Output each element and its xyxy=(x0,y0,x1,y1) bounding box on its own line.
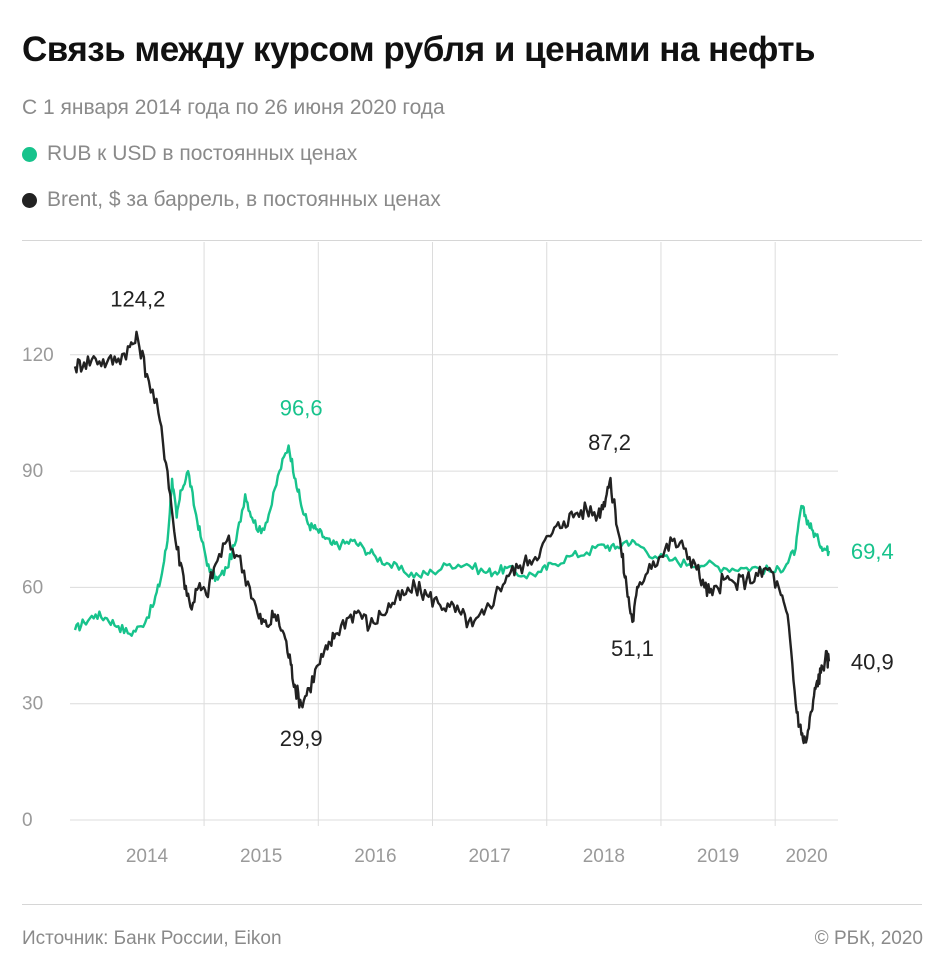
annotation-label: 51,1 xyxy=(611,636,654,661)
x-tick-label: 2015 xyxy=(240,846,282,867)
y-tick-label: 0 xyxy=(22,810,33,831)
annotation-label: 69,4 xyxy=(851,539,894,564)
chart-title: Связь между курсом рубля и ценами на неф… xyxy=(22,30,816,69)
annotations: 124,2 96,6 29,9 87,2 51,1 69,4 40,9 xyxy=(110,286,893,751)
gridlines xyxy=(70,242,838,826)
y-tick-label: 60 xyxy=(22,577,43,598)
top-divider xyxy=(22,240,922,241)
bottom-divider xyxy=(22,904,922,905)
annotation-label: 87,2 xyxy=(588,430,631,455)
legend-item-brent: Brent, $ за баррель, в постоянных ценах xyxy=(22,186,441,214)
x-tick-label: 2018 xyxy=(583,846,625,867)
legend-label-brent: Brent, $ за баррель, в постоянных ценах xyxy=(47,188,441,211)
legend-dot-rub xyxy=(22,146,37,162)
legend-label-rub: RUB к USD в постоянных ценах xyxy=(47,142,358,165)
x-tick-label: 2020 xyxy=(785,846,827,867)
series-lines xyxy=(73,330,831,745)
x-tick-label: 2019 xyxy=(697,846,739,867)
copyright-note: © РБК, 2020 xyxy=(814,928,923,949)
y-tick-label: 90 xyxy=(22,461,43,482)
x-axis-ticks: 2014 2015 2016 2017 2018 2019 2020 xyxy=(126,846,828,867)
annotation-label: 40,9 xyxy=(851,649,894,674)
x-tick-label: 2017 xyxy=(468,846,510,867)
y-tick-label: 120 xyxy=(22,345,54,366)
annotation-label: 29,9 xyxy=(280,726,323,751)
y-tick-label: 30 xyxy=(22,694,43,715)
legend: RUB к USD в постоянных ценах Brent, $ за… xyxy=(22,140,441,232)
legend-dot-brent xyxy=(22,192,37,208)
y-axis-ticks: 0 30 60 90 120 xyxy=(22,345,54,831)
source-note: Источник: Банк России, Eikon xyxy=(22,928,282,949)
legend-item-rub: RUB к USD в постоянных ценах xyxy=(22,140,441,168)
annotation-label: 96,6 xyxy=(280,395,323,420)
series-rub-line xyxy=(73,444,831,637)
x-tick-label: 2016 xyxy=(354,846,396,867)
series-brent-line xyxy=(73,330,831,745)
x-tick-label: 2014 xyxy=(126,846,169,867)
annotation-label: 124,2 xyxy=(110,286,165,311)
chart-subtitle: С 1 января 2014 года по 26 июня 2020 год… xyxy=(22,96,445,119)
